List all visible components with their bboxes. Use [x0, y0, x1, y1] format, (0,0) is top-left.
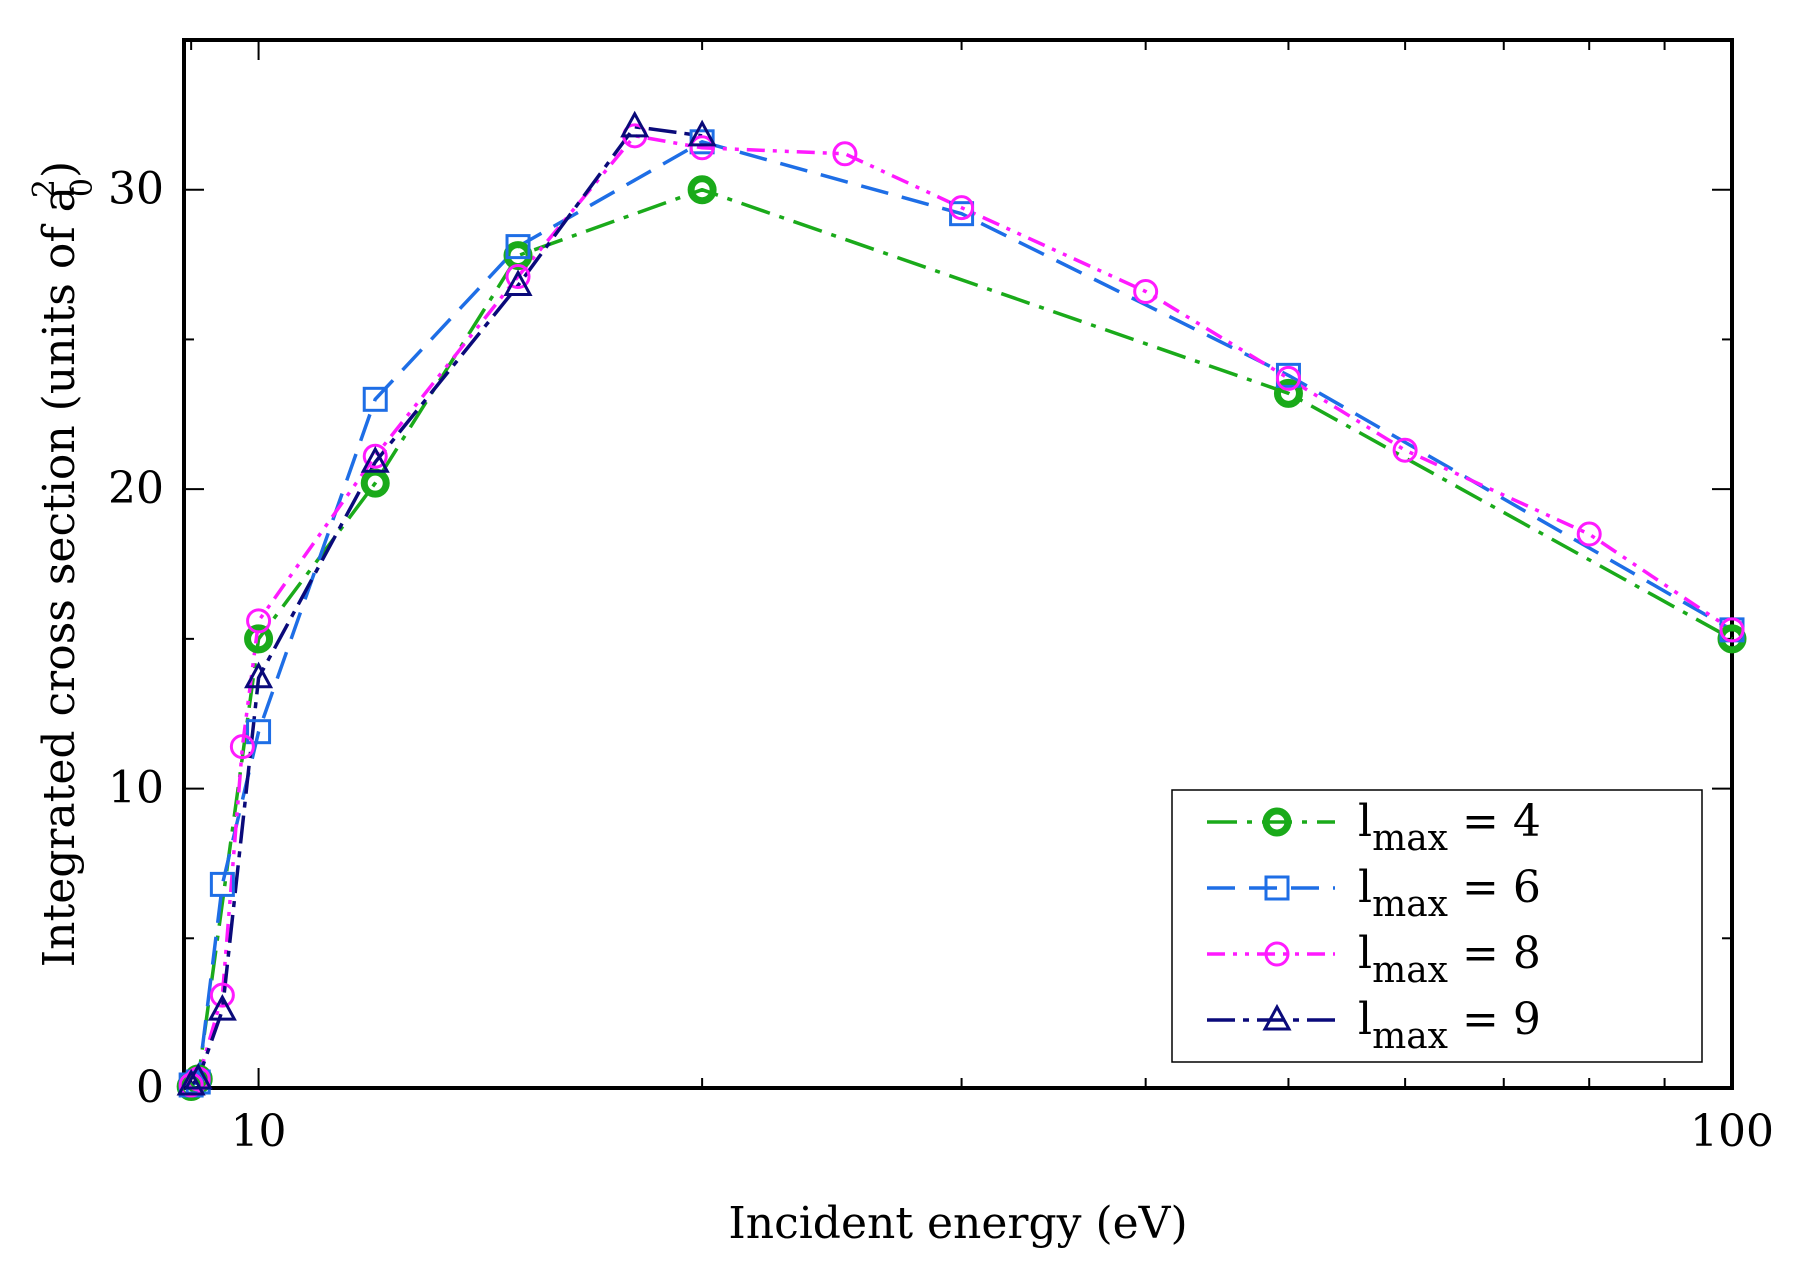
y-axis-label: Integrated cross section (units of a2 0)	[27, 161, 100, 967]
legend-marker	[1264, 941, 1290, 967]
legend-label-main: l	[1358, 796, 1372, 847]
legend-box	[1171, 789, 1703, 1063]
data-point-series-4	[360, 446, 390, 473]
y-axis-label-close: )	[34, 161, 85, 178]
data-point-series-4	[176, 1068, 206, 1096]
y-axis-label-sup: 2	[27, 179, 62, 198]
legend-label-sub: max	[1372, 950, 1448, 991]
legend-label-rest: = 9	[1448, 994, 1541, 1045]
data-point-series-3	[832, 141, 858, 167]
legend-label-main: l	[1358, 928, 1372, 979]
legend-label: lmax = 8	[1358, 928, 1541, 991]
data-point-series-3	[362, 443, 388, 469]
data-point-series-4	[244, 661, 274, 689]
y-axis-label-sub: 0	[65, 178, 100, 197]
data-point-series-3	[1392, 437, 1418, 463]
data-point-series-2	[505, 234, 531, 260]
data-point-series-1	[1273, 378, 1303, 408]
series-line-2	[190, 140, 1733, 1087]
x-tick-label: 100	[1690, 1106, 1774, 1157]
axis-ticks	[184, 40, 1733, 1089]
data-point-series-1	[503, 241, 533, 271]
x-tick-label: 10	[231, 1106, 287, 1157]
data-point-series-1	[244, 624, 274, 654]
data-point-series-3	[229, 734, 255, 760]
legend-label-main: l	[1358, 862, 1372, 913]
data-point-series-3	[1576, 521, 1602, 547]
data-point-series-4	[503, 269, 533, 297]
y-tick-label: 30	[108, 164, 164, 215]
data-point-series-3	[505, 264, 531, 290]
legend-label-sub: max	[1372, 818, 1448, 859]
legend-label: lmax = 9	[1358, 994, 1541, 1057]
data-point-series-4	[183, 1062, 213, 1090]
legend-marker	[1262, 807, 1292, 837]
data-point-series-4	[207, 994, 237, 1021]
legend-label-sub: max	[1372, 1016, 1448, 1057]
data-point-series-2	[949, 201, 975, 227]
y-tick-label: 0	[136, 1062, 164, 1113]
x-axis-label: Incident energy (eV)	[728, 1198, 1187, 1249]
tick-labels: 10 100 0 10 20 30	[108, 164, 1774, 1157]
series-markers	[176, 110, 1747, 1102]
legend-marker	[1264, 875, 1290, 901]
y-tick-label: 10	[108, 763, 164, 814]
data-point-series-2	[362, 386, 388, 412]
y-axis-label-main: Integrated cross section (units of a	[34, 186, 85, 967]
legend-marker	[1262, 1003, 1292, 1031]
data-point-series-3	[949, 195, 975, 221]
data-point-series-3	[689, 135, 715, 161]
plot-frame	[182, 38, 1734, 1090]
data-point-series-1	[687, 175, 717, 205]
y-tick-label: 20	[108, 463, 164, 514]
data-point-series-3	[1133, 279, 1159, 305]
data-point-series-2	[209, 871, 235, 897]
legend-label-rest: = 4	[1448, 796, 1541, 847]
data-point-series-3	[1275, 365, 1301, 391]
data-point-series-3	[209, 982, 235, 1008]
legend-label-rest: = 6	[1448, 862, 1541, 913]
legend-label: lmax = 4	[1358, 796, 1541, 859]
data-point-series-4	[620, 110, 650, 138]
legend-label-rest: = 8	[1448, 928, 1541, 979]
data-point-series-3	[246, 608, 272, 634]
series-line-3	[189, 134, 1733, 1087]
legend-label-main: l	[1358, 994, 1372, 1045]
legend-label-sub: max	[1372, 884, 1448, 925]
data-point-series-3	[1719, 617, 1745, 643]
data-point-series-4	[687, 119, 717, 147]
data-point-series-2	[246, 719, 272, 745]
legend-label: lmax = 6	[1358, 862, 1541, 925]
